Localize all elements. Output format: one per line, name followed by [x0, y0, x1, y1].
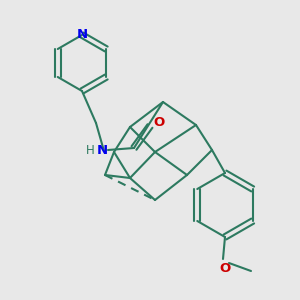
Text: N: N: [96, 143, 108, 157]
Text: O: O: [153, 116, 165, 130]
Text: O: O: [219, 262, 231, 275]
Text: N: N: [76, 28, 88, 41]
Text: H: H: [85, 143, 94, 157]
